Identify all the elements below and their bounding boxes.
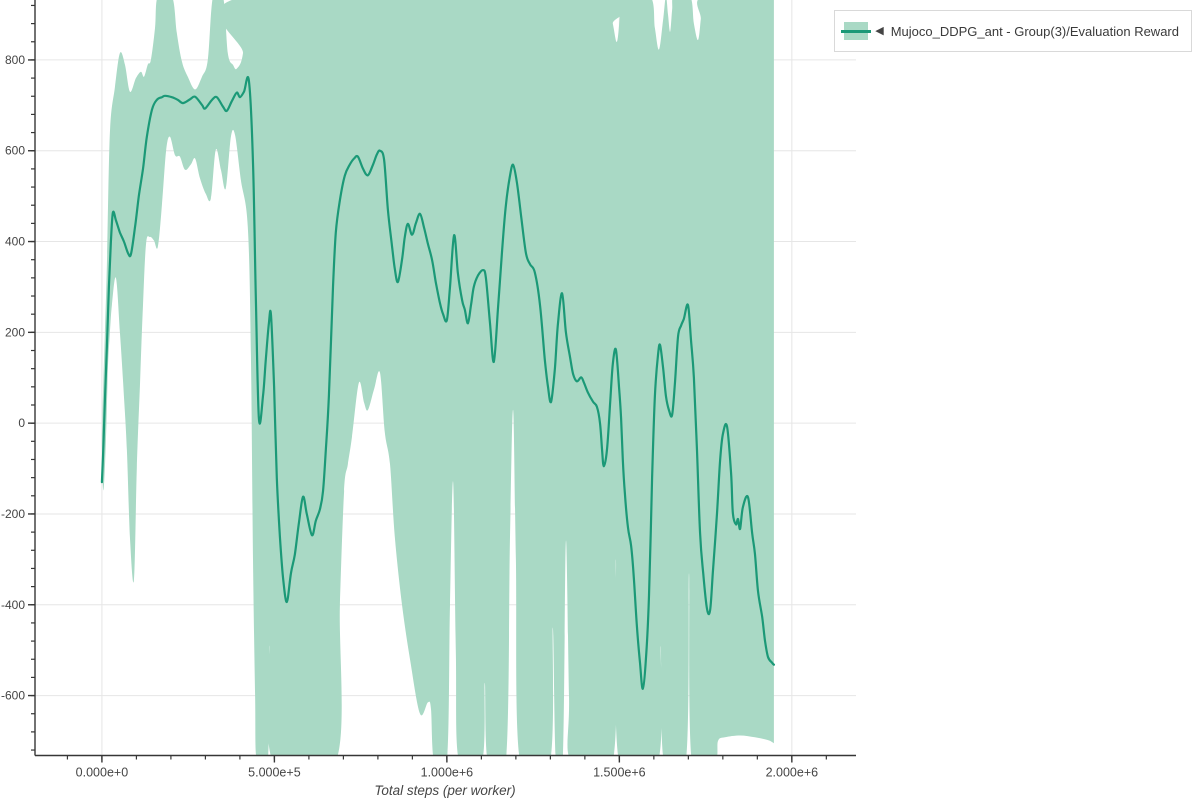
svg-text:200: 200	[5, 325, 25, 339]
svg-text:-200: -200	[1, 507, 25, 521]
svg-text:400: 400	[5, 235, 25, 249]
svg-text:0: 0	[18, 416, 25, 430]
axes	[28, 0, 856, 763]
svg-text:-600: -600	[1, 689, 25, 703]
svg-text:5.000e+5: 5.000e+5	[248, 766, 301, 780]
svg-text:1.500e+6: 1.500e+6	[593, 766, 646, 780]
mean-line	[100, 76, 775, 690]
svg-text:1.000e+6: 1.000e+6	[421, 766, 474, 780]
legend-item[interactable]: Mujoco_DDPG_ant - Group(3)/Evaluation Re…	[890, 23, 1179, 39]
svg-text:600: 600	[5, 144, 25, 158]
svg-text:800: 800	[5, 53, 25, 67]
legend-collapse-icon[interactable]: ◀	[875, 24, 884, 37]
plot-area[interactable]	[100, 0, 775, 784]
legend-line-swatch	[841, 29, 872, 33]
x-axis-title: Total steps (per worker)	[374, 783, 515, 798]
svg-text:0.000e+0: 0.000e+0	[76, 766, 129, 780]
confidence-band	[101, 0, 774, 756]
svg-text:-400: -400	[1, 598, 25, 612]
legend: ◀ Mujoco_DDPG_ant - Group(3)/Evaluation …	[834, 10, 1192, 52]
axis-tick-labels: 0.000e+0 5.000e+5 1.000e+6 1.500e+6 2.000e+6…	[1, 53, 818, 780]
svg-text:2.000e+6: 2.000e+6	[766, 766, 819, 780]
legend-swatch-icon	[841, 22, 872, 40]
